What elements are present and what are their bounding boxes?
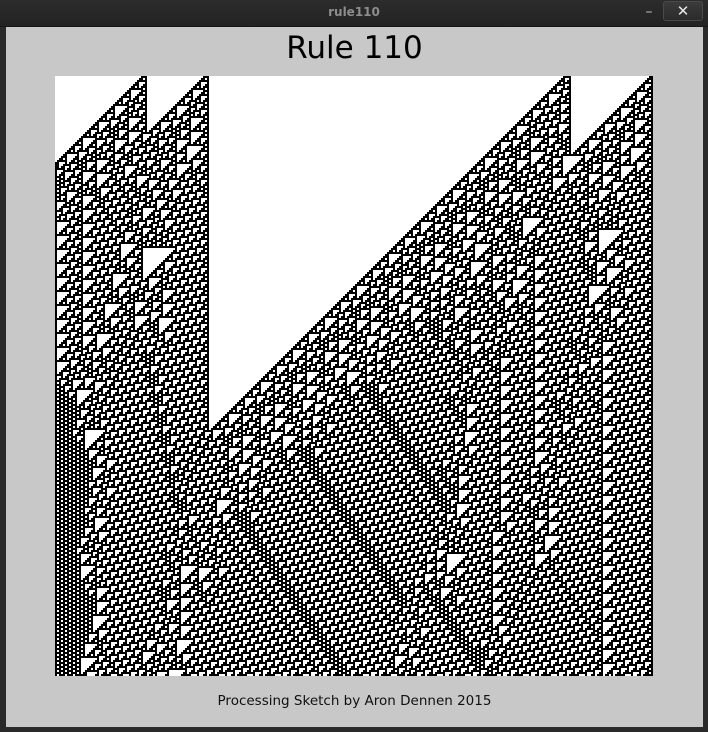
minimize-button[interactable]: – bbox=[645, 4, 653, 20]
sketch-title: Rule 110 bbox=[286, 30, 423, 66]
close-button[interactable]: ✕ bbox=[663, 1, 703, 21]
title-bar[interactable]: rule110 – ✕ bbox=[0, 0, 708, 27]
sketch-canvas: Rule 110 Processing Sketch by Aron Denne… bbox=[6, 27, 703, 727]
credit-text: Processing Sketch by Aron Dennen 2015 bbox=[217, 693, 492, 709]
window-title: rule110 bbox=[328, 5, 380, 19]
cellular-automaton-grid bbox=[55, 76, 653, 676]
automaton-canvas bbox=[55, 76, 653, 676]
